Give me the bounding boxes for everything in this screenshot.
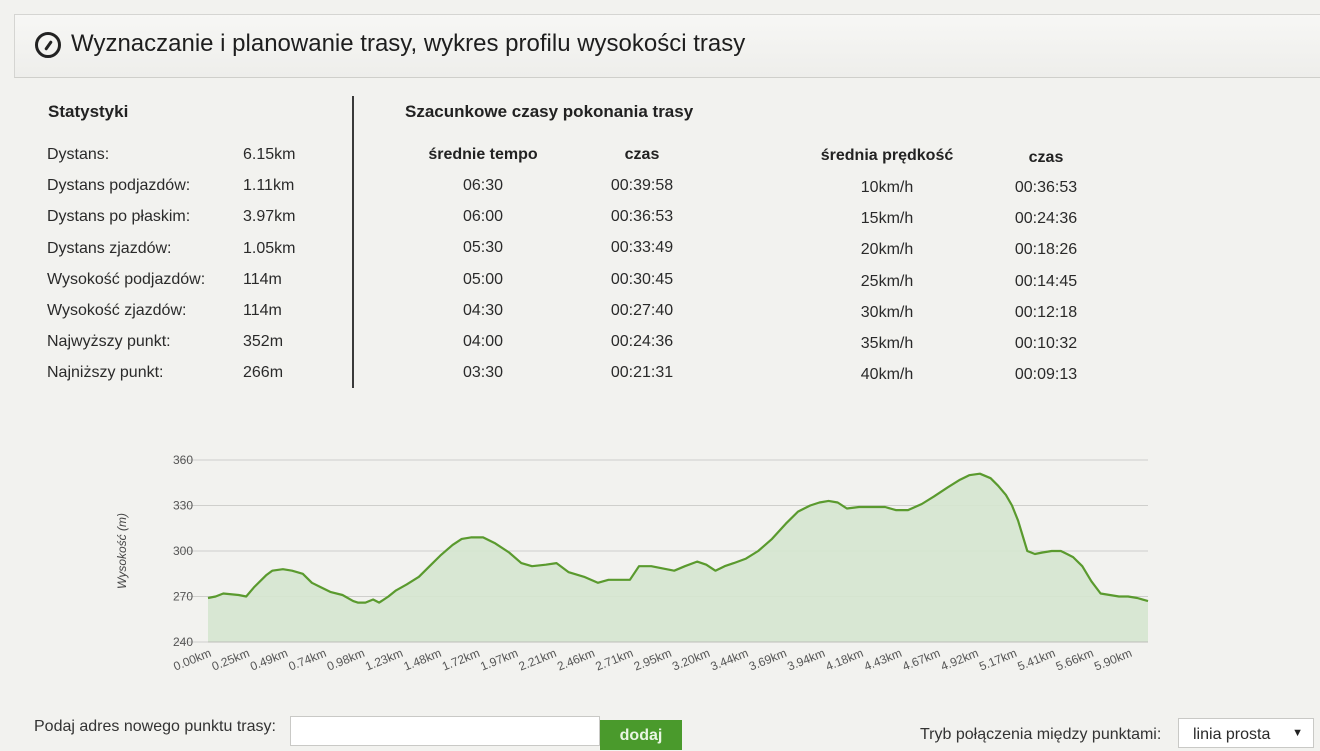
pace-value: 03:30 bbox=[462, 364, 504, 382]
connection-mode-select[interactable]: linia prosta ▼ bbox=[1178, 718, 1314, 748]
chevron-down-icon: ▼ bbox=[1292, 727, 1303, 739]
y-tick-label: 300 bbox=[173, 544, 193, 558]
speed-value: 40km/h bbox=[860, 366, 914, 384]
stat-label: Dystans: bbox=[47, 146, 110, 163]
section-divider bbox=[352, 96, 354, 388]
stat-value: 114m bbox=[243, 270, 282, 288]
speed-time-value: 00:12:18 bbox=[1014, 303, 1078, 321]
elevation-area bbox=[208, 473, 1148, 642]
x-tick-label: 2.21km bbox=[517, 646, 559, 674]
stat-label: Wysokość zjazdów: bbox=[47, 302, 187, 319]
x-tick-label: 3.94km bbox=[785, 646, 827, 674]
stats-heading: Statystyki bbox=[48, 102, 129, 121]
address-label: Podaj adres nowego punktu trasy: bbox=[34, 718, 276, 735]
connection-mode-value: linia prosta bbox=[1193, 726, 1271, 743]
x-tick-label: 5.17km bbox=[977, 646, 1019, 674]
times-heading: Szacunkowe czasy pokonania trasy bbox=[405, 102, 694, 121]
x-tick-label: 0.74km bbox=[286, 646, 328, 674]
x-tick-label: 2.95km bbox=[632, 646, 674, 674]
pace-value: 04:30 bbox=[462, 301, 504, 319]
x-tick-label: 4.43km bbox=[862, 646, 904, 674]
x-tick-label: 3.69km bbox=[747, 646, 789, 674]
y-tick-label: 240 bbox=[173, 635, 193, 649]
x-tick-label: 3.44km bbox=[708, 646, 750, 674]
stat-label: Dystans po płaskim: bbox=[47, 208, 191, 226]
stat-label: Najniższy punkt: bbox=[47, 364, 164, 382]
elevation-line bbox=[207, 472, 1149, 604]
x-tick-label: 4.18km bbox=[824, 646, 866, 674]
y-tick-label: 360 bbox=[173, 453, 193, 467]
speed-value: 25km/h bbox=[860, 272, 914, 290]
speed-value: 30km/h bbox=[860, 303, 914, 321]
x-tick-label: 4.92km bbox=[939, 646, 981, 674]
x-tick-label: 0.49km bbox=[248, 646, 290, 674]
y-tick-label: 330 bbox=[173, 499, 193, 513]
page-header: Wyznaczanie i planowanie trasy, wykres p… bbox=[14, 14, 1320, 78]
compass-icon bbox=[35, 32, 61, 58]
pace-value: 06:00 bbox=[462, 208, 504, 226]
speed-value: 20km/h bbox=[860, 241, 914, 259]
speed-value: 35km/h bbox=[860, 335, 914, 352]
speed-header: średnia prędkość bbox=[820, 147, 954, 164]
pace-time-value: 00:30:45 bbox=[610, 270, 674, 288]
x-tick-label: 4.67km bbox=[900, 646, 942, 674]
stat-label: Dystans podjazdów: bbox=[47, 177, 191, 195]
speed-time-header: czas bbox=[1028, 149, 1064, 166]
stat-label: Wysokość podjazdów: bbox=[47, 270, 206, 288]
pace-time-value: 00:39:58 bbox=[610, 177, 674, 194]
address-input[interactable] bbox=[290, 716, 600, 746]
speed-time-value: 00:18:26 bbox=[1014, 241, 1078, 259]
x-tick-label: 0.00km bbox=[171, 646, 213, 674]
pace-time-value: 00:36:53 bbox=[610, 208, 674, 226]
pace-value: 05:30 bbox=[462, 239, 504, 257]
stat-value: 114m bbox=[243, 302, 282, 319]
stat-value: 6.15km bbox=[243, 146, 296, 163]
pace-value: 04:00 bbox=[462, 333, 504, 350]
speed-time-value: 00:10:32 bbox=[1014, 335, 1078, 352]
stat-value: 1.11km bbox=[243, 177, 295, 195]
y-tick-label: 270 bbox=[173, 590, 193, 604]
x-tick-label: 1.97km bbox=[478, 646, 520, 674]
add-point-button[interactable]: dodaj bbox=[600, 720, 682, 750]
pace-header: średnie tempo bbox=[428, 146, 538, 163]
x-tick-label: 5.41km bbox=[1015, 646, 1057, 674]
x-tick-label: 1.23km bbox=[363, 646, 405, 674]
x-tick-label: 1.72km bbox=[440, 646, 482, 674]
speed-time-value: 00:24:36 bbox=[1014, 210, 1078, 228]
pace-time-value: 00:21:31 bbox=[610, 364, 674, 382]
stat-value: 3.97km bbox=[243, 208, 296, 226]
x-tick-label: 1.48km bbox=[402, 646, 444, 674]
x-tick-label: 0.25km bbox=[210, 646, 252, 674]
y-axis-label: Wysokość (m) bbox=[115, 513, 129, 589]
x-tick-label: 3.20km bbox=[670, 646, 712, 674]
x-tick-label: 5.66km bbox=[1054, 646, 1096, 674]
pace-value: 05:00 bbox=[462, 270, 504, 288]
stat-value: 1.05km bbox=[243, 239, 296, 257]
pace-time-header: czas bbox=[624, 146, 660, 163]
stat-label: Najwyższy punkt: bbox=[47, 333, 171, 351]
page-title: Wyznaczanie i planowanie trasy, wykres p… bbox=[71, 30, 746, 57]
pace-time-value: 00:33:49 bbox=[610, 239, 674, 257]
speed-time-value: 00:36:53 bbox=[1014, 179, 1078, 196]
x-tick-label: 2.71km bbox=[593, 646, 635, 674]
pace-value: 06:30 bbox=[462, 177, 504, 194]
speed-time-value: 00:14:45 bbox=[1014, 272, 1078, 290]
x-tick-label: 0.98km bbox=[325, 646, 367, 674]
connection-mode-label: Tryb połączenia między punktami: bbox=[920, 726, 1162, 743]
speed-time-value: 00:09:13 bbox=[1014, 366, 1078, 384]
pace-time-value: 00:24:36 bbox=[610, 333, 674, 350]
elevation-chart: 240 270 300 330 360 Wysokość (m) 0.00km 0.25km 0… bbox=[0, 420, 1320, 710]
speed-value: 10km/h bbox=[860, 179, 914, 196]
stat-value: 352m bbox=[243, 333, 284, 351]
stat-label: Dystans zjazdów: bbox=[47, 239, 172, 257]
x-tick-label: 2.46km bbox=[555, 646, 597, 674]
stat-value: 266m bbox=[243, 364, 284, 382]
pace-time-value: 00:27:40 bbox=[610, 301, 674, 319]
speed-value: 15km/h bbox=[860, 210, 914, 228]
x-tick-label: 5.90km bbox=[1092, 646, 1134, 674]
